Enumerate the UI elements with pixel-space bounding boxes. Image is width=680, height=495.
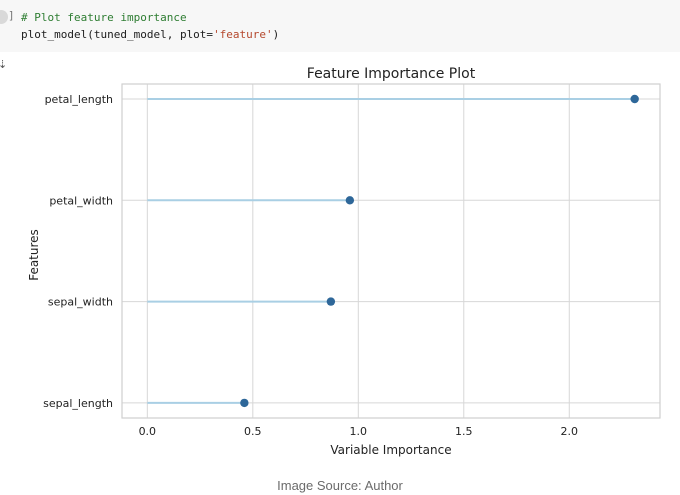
y-tick-label: sepal_length (43, 397, 113, 410)
y-tick-labels: petal_length petal_width sepal_width sepal_… (43, 93, 113, 410)
x-tick-label: 1.0 (350, 425, 368, 438)
execution-count-bracket: ] (8, 9, 15, 22)
x-tick-label: 2.0 (561, 425, 579, 438)
axes-frame (121, 83, 661, 419)
code-call-prefix: plot_model(tuned_model, plot= (21, 28, 214, 41)
x-axis-label: Variable Importance (330, 443, 451, 457)
y-tick-label: sepal_width (48, 296, 113, 309)
x-tick-label: 0.0 (139, 425, 157, 438)
code-line-comment: # Plot feature importance (21, 11, 187, 24)
x-tick-label: 1.5 (455, 425, 473, 438)
y-tick-label: petal_length (45, 93, 113, 106)
x-tick-labels: 0.0 0.5 1.0 1.5 2.0 (139, 425, 578, 438)
lollipop-stems (147, 98, 635, 404)
lollipop-marker (630, 94, 639, 104)
lollipop-marker (240, 398, 249, 408)
code-string-literal: 'feature' (213, 28, 273, 41)
code-line-call: plot_model(tuned_model, plot='feature') (21, 28, 279, 41)
run-cell-icon[interactable] (0, 10, 8, 24)
output-arrow-icon: ⇣ (0, 58, 8, 71)
lollipop-marker (326, 297, 336, 306)
feature-importance-chart: Feature Importance Plot petal_lengthpeta… (27, 66, 661, 457)
lollipop-markers (240, 94, 639, 408)
code-cell[interactable]: ] # Plot feature importance plot_model(t… (0, 0, 680, 52)
y-tick-label: petal_width (49, 194, 113, 207)
image-caption: Image Source: Author (277, 478, 403, 493)
code-comment: # Plot feature importance (21, 11, 187, 24)
code-call-suffix: ) (272, 28, 280, 41)
x-tick-label: 0.5 (244, 425, 262, 438)
lollipop-marker (345, 196, 355, 205)
chart-title: Feature Importance Plot (307, 66, 476, 82)
axes-background (122, 84, 660, 418)
y-axis-label: Features (27, 229, 41, 281)
